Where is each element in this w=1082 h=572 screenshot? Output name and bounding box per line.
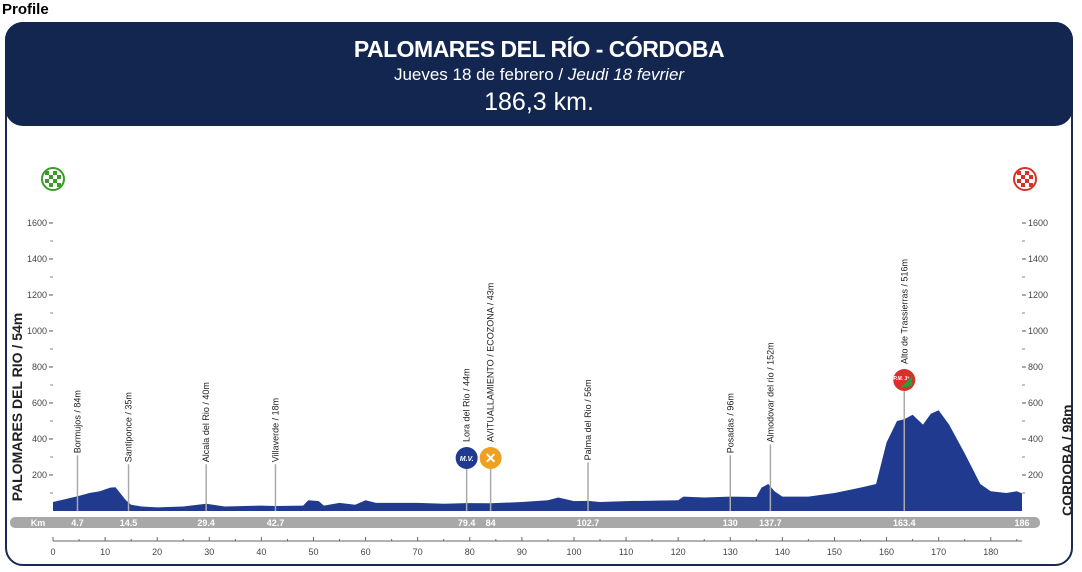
y-tick-label: 1000 bbox=[1028, 326, 1048, 336]
page-title: Profile bbox=[2, 1, 49, 18]
stage-distance: 186,3 km. bbox=[484, 88, 594, 116]
km-bar-value: 84 bbox=[486, 518, 496, 528]
x-tick-label: 70 bbox=[413, 547, 423, 557]
x-tick-label: 140 bbox=[775, 547, 790, 557]
km-bar-value: 137.7 bbox=[759, 518, 782, 528]
y-tick-label: 1600 bbox=[27, 218, 47, 228]
y-tick-label: 1200 bbox=[27, 290, 47, 300]
x-tick-label: 180 bbox=[983, 547, 998, 557]
date-fr: Jeudi 18 fevrier bbox=[567, 65, 685, 84]
km-bar-value: 29.4 bbox=[197, 518, 215, 528]
km-bar-value: 14.5 bbox=[120, 518, 138, 528]
waypoint-label: Lora del Rio / 44m bbox=[462, 368, 472, 442]
y-tick-label: 600 bbox=[32, 398, 47, 408]
waypoint-label: Posadas / 96m bbox=[725, 393, 735, 453]
waypoint-label: Villaverde / 18m bbox=[270, 398, 280, 462]
km-bar-value: 4.7 bbox=[71, 518, 84, 528]
km-bar-value: 42.7 bbox=[267, 518, 285, 528]
waypoint-label: Almodovar del rio / 152m bbox=[765, 342, 775, 442]
y-tick-label: 1600 bbox=[1028, 218, 1048, 228]
start-label: PALOMARES DEL RIO / 54m bbox=[9, 313, 25, 502]
x-tick-label: 10 bbox=[100, 547, 110, 557]
y-tick-label: 800 bbox=[1028, 362, 1043, 372]
y-tick-label: 400 bbox=[1028, 434, 1043, 444]
mountain-climb-icon: P.M. 3ª bbox=[893, 369, 916, 391]
feed-zone-icon: ✕ bbox=[479, 447, 502, 469]
km-bar-value: 130 bbox=[723, 518, 738, 528]
waypoint-label: AVITUALLAMIENTO / ECOZONA / 43m bbox=[486, 283, 496, 442]
x-tick-label: 130 bbox=[723, 547, 738, 557]
waypoint-label: Santiponce / 35m bbox=[124, 392, 134, 462]
x-tick-label: 150 bbox=[827, 547, 842, 557]
y-tick-label: 1400 bbox=[1028, 254, 1048, 264]
start-flag-icon bbox=[41, 167, 65, 191]
finish-flag-icon bbox=[1013, 167, 1037, 191]
waypoint-label: Bormujos / 84m bbox=[72, 390, 82, 453]
km-bar-label: Km bbox=[31, 518, 46, 528]
km-bar-value: 186 bbox=[1014, 518, 1029, 528]
y-tick-label: 200 bbox=[32, 470, 47, 480]
km-bar-value: 163.4 bbox=[893, 518, 916, 528]
fork-knife-glyph: ✕ bbox=[485, 450, 497, 466]
y-tick-label: 1000 bbox=[27, 326, 47, 336]
x-tick-label: 20 bbox=[152, 547, 162, 557]
x-tick-label: 30 bbox=[204, 547, 214, 557]
km-bar-value: 79.4 bbox=[458, 518, 476, 528]
x-tick-label: 80 bbox=[465, 547, 475, 557]
x-tick-label: 160 bbox=[879, 547, 894, 557]
y-tick-label: 200 bbox=[1028, 470, 1043, 480]
x-tick-label: 90 bbox=[517, 547, 527, 557]
km-bar-value: 102.7 bbox=[577, 518, 600, 528]
y-tick-label: 400 bbox=[32, 434, 47, 444]
elevation-area bbox=[53, 410, 1022, 511]
x-tick-label: 60 bbox=[361, 547, 371, 557]
mountain-glyph bbox=[900, 376, 913, 388]
x-tick-label: 120 bbox=[671, 547, 686, 557]
x-tick-label: 0 bbox=[50, 547, 55, 557]
stage-header: PALOMARES DEL RÍO - CÓRDOBA Jueves 18 de… bbox=[5, 22, 1073, 126]
waypoint-label: Palma del Rio / 56m bbox=[583, 379, 593, 460]
y-tick-label: 1400 bbox=[27, 254, 47, 264]
waypoint-label: Alcala del Rio / 40m bbox=[201, 382, 211, 462]
icon-text: M.V. bbox=[460, 456, 474, 463]
stage-date: Jueves 18 de febrero / Jeudi 18 fevrier bbox=[5, 65, 1073, 85]
x-tick-label: 100 bbox=[566, 547, 581, 557]
finish-label: CORDOBA / 98m bbox=[1059, 404, 1075, 516]
y-tick-label: 1200 bbox=[1028, 290, 1048, 300]
mv-badge-icon: M.V. bbox=[455, 447, 478, 469]
icon-text: P.M. 3ª bbox=[893, 376, 909, 382]
stage-title: PALOMARES DEL RÍO - CÓRDOBA bbox=[353, 36, 725, 62]
y-tick-label: 600 bbox=[1028, 398, 1043, 408]
x-tick-label: 50 bbox=[308, 547, 318, 557]
waypoint-label: Alto de Trassierras / 516m bbox=[899, 259, 909, 364]
x-tick-label: 40 bbox=[256, 547, 266, 557]
x-tick-label: 110 bbox=[619, 547, 633, 557]
date-es: Jueves 18 de febrero / bbox=[393, 65, 568, 84]
y-tick-label: 800 bbox=[32, 362, 47, 372]
km-bar bbox=[10, 517, 1040, 528]
x-tick-label: 170 bbox=[931, 547, 946, 557]
